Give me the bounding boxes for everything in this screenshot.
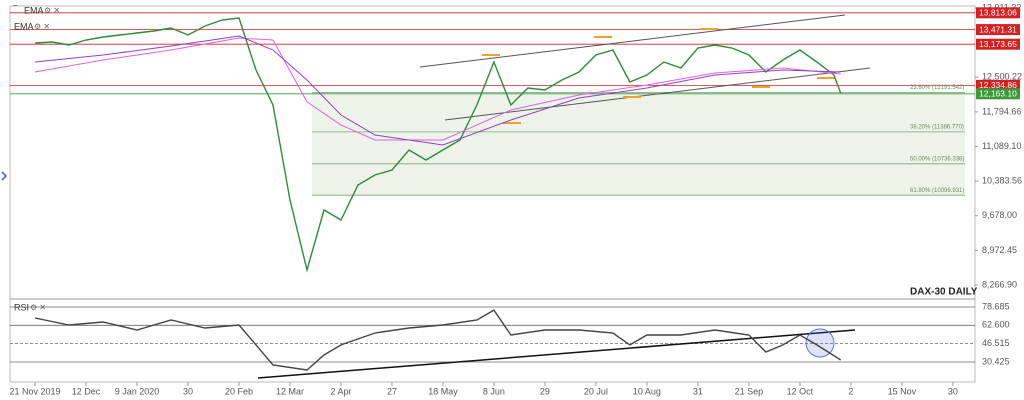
x-tick-label: 20 Feb (225, 386, 253, 396)
swing-markers (482, 28, 835, 124)
series-line (34, 35, 841, 146)
level-label: 13,813.06 (979, 8, 1017, 18)
level-label: 12,334.86 (979, 80, 1017, 90)
x-tick-label: 12 Dec (72, 386, 101, 396)
fib-label: 61.80% (10096.931) (910, 188, 964, 194)
series-line (34, 17, 842, 273)
rsi-tick-label: 46.515 (982, 338, 1010, 348)
x-tick-label: 2 (848, 386, 853, 396)
level-box (976, 7, 1020, 19)
x-tick-label: 27 (387, 386, 397, 396)
legend-icon: ‾ (13, 4, 18, 14)
x-tick-label: 29 (540, 386, 550, 396)
x-tick-label: 12 Oct (787, 386, 814, 396)
x-tick-label: 20 Jul (584, 386, 608, 396)
legend-icon: ⚙ ✕ (34, 22, 50, 31)
x-tick-label: 30 (948, 386, 958, 396)
y-tick-label: 10,383.56 (982, 176, 1022, 186)
legend-icon: ⚙ ✕ (44, 6, 60, 15)
x-tick-label: 21 Nov 2019 (9, 386, 60, 396)
fib-label: 50.00% (10736.338) (910, 156, 964, 162)
plot-border (9, 5, 976, 383)
x-tick-label: 9 Jan 2020 (115, 386, 160, 396)
rsi-title: RSI (14, 302, 29, 312)
level-box (976, 79, 1020, 91)
rsi-tick-label: 62.600 (982, 320, 1010, 330)
fib-zone (312, 92, 965, 196)
x-tick-label: 15 Nov (888, 386, 917, 396)
rsi-highlight (805, 328, 835, 358)
legend-icon: ⚙ ✕ (30, 303, 46, 312)
x-tick-label: 21 Sep (735, 386, 764, 396)
channel-lower (444, 67, 871, 121)
side-arrow (1, 171, 8, 181)
level-box (976, 24, 1020, 36)
level-label: 12,163.10 (979, 89, 1017, 99)
x-tick-label: 10 Aug (633, 386, 661, 396)
x-tick-label: 2 Apr (330, 386, 351, 396)
level-label: 13,173.65 (979, 39, 1017, 49)
x-tick-label: 18 May (428, 386, 458, 396)
y-tick-label: 9,678.00 (982, 210, 1017, 220)
rsi-trendline (257, 329, 856, 379)
y-tick-label: 11,089.10 (982, 141, 1021, 151)
series-line (34, 37, 841, 141)
y-tick-label: 8,266.90 (982, 279, 1017, 289)
x-tick-label: 8 Jun (483, 386, 505, 396)
y-tick-label: 8,972.45 (982, 245, 1017, 255)
rsi-tick-label: 30.425 (982, 356, 1010, 366)
fib-zone-layer (10, 12, 975, 363)
level-box (976, 38, 1020, 50)
channel-upper (419, 14, 846, 68)
fib-label: 23.60% (12191.542) (910, 85, 964, 91)
x-tick-label: 12 Mar (276, 386, 304, 396)
y-tick-label: 12,500.22 (982, 72, 1022, 82)
legend-label: EMA (14, 21, 34, 31)
y-tick-label: 11,794.66 (982, 106, 1021, 116)
x-tick-label: 31 (693, 386, 703, 396)
level-box (976, 88, 1020, 100)
fib-label: 38.20% (11386.770) (910, 124, 964, 130)
rsi-tick-label: 78.685 (982, 301, 1010, 311)
legend-label: EMA (24, 5, 44, 15)
series-line (34, 309, 842, 371)
x-tick-label: 30 (183, 386, 193, 396)
level-label: 13,471.31 (979, 24, 1017, 34)
chart-title: DAX-30 DAILY (910, 287, 978, 298)
